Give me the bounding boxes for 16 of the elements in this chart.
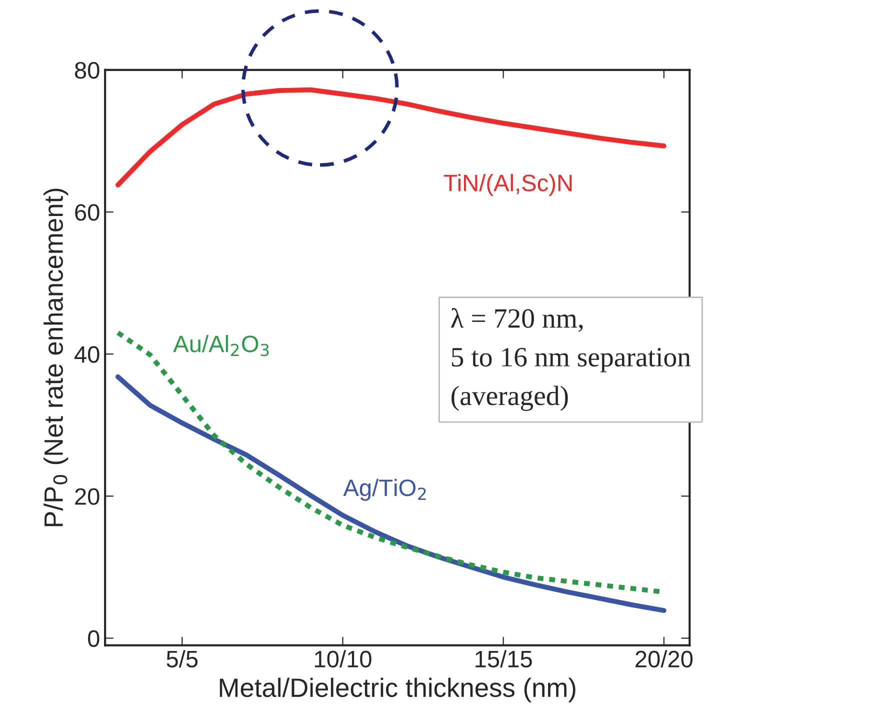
y-tick-label: 40 <box>74 346 100 363</box>
series-label: TiN/(Al,Sc)N <box>444 174 572 196</box>
y-tick-label: 60 <box>75 204 100 221</box>
x-tick-label: 20/20 <box>636 650 693 668</box>
y-tick-label: 0 <box>88 630 100 647</box>
x-tick-label: 15/15 <box>476 650 532 668</box>
series-label: Ag/TiO$_{2}$ <box>343 478 426 501</box>
annotation: λ = 720 nm, 5 to 16 nm separation (averaged) <box>451 308 691 411</box>
series-label: Au/Al$_{2}$O$_{3}$ <box>173 334 269 356</box>
x-tick-label: 5/5 <box>166 650 198 668</box>
x-axis-title: Metal/Dielectric thickness (nm) <box>220 678 576 702</box>
x-tick-label: 10/10 <box>315 650 372 668</box>
line-series <box>115 374 666 613</box>
y-tick-label: 80 <box>74 62 100 79</box>
y-tick-label: 20 <box>75 488 100 505</box>
y-axis-title: P/P$_{0}$ (Net rate enhancement) <box>44 188 68 526</box>
